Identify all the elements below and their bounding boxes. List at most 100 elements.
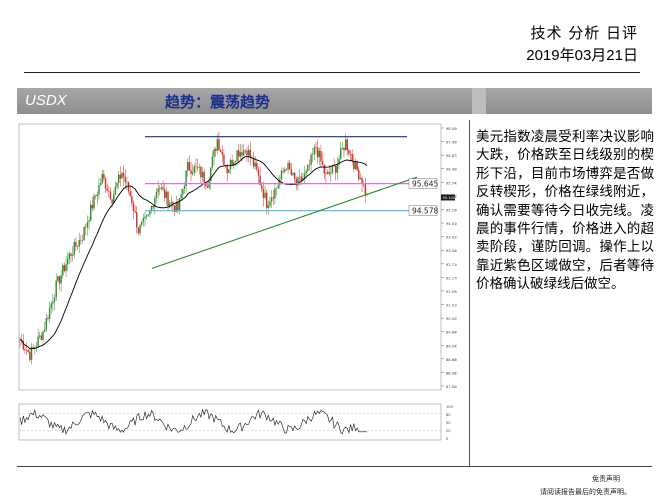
candles [19, 131, 368, 365]
candle-body [101, 173, 103, 184]
y-tick-label: 88.085 [446, 371, 457, 375]
candle-body [180, 194, 182, 199]
candle-body [213, 149, 215, 157]
candle-body [53, 297, 56, 302]
candle-body [359, 177, 362, 180]
candle-body [178, 198, 181, 211]
candle-body [42, 331, 44, 340]
candle-body [349, 153, 352, 155]
purple-price-tag-text: 95.645 [412, 180, 438, 189]
candle-body [124, 176, 126, 183]
candle-body [285, 169, 288, 170]
candle-body [149, 210, 151, 215]
candle-body [339, 148, 342, 160]
candle-body [25, 350, 28, 351]
candle-body [66, 258, 69, 265]
candle-body [313, 147, 316, 155]
candle-body [310, 154, 312, 165]
candle-body [116, 182, 118, 187]
candle-body [134, 210, 136, 213]
candle-body [60, 275, 62, 284]
candle-body [330, 172, 332, 174]
y-tick-label: 95.745 [446, 181, 457, 185]
support-trendline [151, 176, 418, 269]
candle-body [298, 176, 301, 178]
candle-body [162, 187, 164, 190]
candle-body [145, 215, 148, 217]
candle-body [140, 221, 143, 225]
candle-body [344, 139, 347, 151]
oscillator-frame [18, 403, 442, 441]
candle-body [262, 189, 265, 198]
candle-body [228, 169, 230, 174]
candle-body [284, 169, 286, 172]
header-divider [24, 72, 640, 73]
candle-body [187, 162, 189, 171]
candle-body [24, 349, 26, 351]
candle-body [293, 172, 296, 180]
y-tick-label: 91.010 [446, 304, 457, 308]
last-price-text: 95.100 [443, 196, 456, 200]
oscillator-tick-label: 0 [446, 437, 449, 441]
candle-body [147, 214, 149, 216]
y-tick-label: 88.660 [446, 358, 457, 362]
candle-body [175, 202, 177, 212]
candle-body [364, 183, 367, 195]
report-date: 2019年03月21日 [526, 47, 638, 64]
candle-body [159, 188, 161, 190]
candle-body [231, 160, 233, 166]
candle-body [98, 185, 100, 195]
candle-body [168, 203, 171, 207]
candle-body [321, 161, 324, 166]
candle-body [229, 160, 232, 170]
candle-body [211, 156, 214, 168]
disclaimer-note: 请阅读报告最后的免责声明。 [540, 488, 631, 496]
ticker-label: USDX [25, 92, 67, 109]
candle-body [152, 206, 154, 208]
candle-body [154, 198, 156, 208]
footer-divider [17, 466, 652, 467]
candle-body [264, 192, 266, 198]
oscillator-line [19, 408, 367, 435]
candle-body [185, 170, 187, 187]
candle-body [127, 181, 130, 192]
candle-body [188, 162, 191, 171]
candle-body [88, 220, 90, 223]
candle-body [282, 170, 284, 172]
candle-body [200, 167, 202, 178]
y-tick-label: 90.425 [446, 317, 457, 321]
oscillator-tick-label: 20 [446, 429, 451, 433]
y-tick-label: 92.710 [446, 263, 457, 267]
report-title: 技术 分析 日评 [530, 24, 638, 42]
candle-body [361, 177, 363, 184]
candle-body [90, 204, 92, 221]
candle-body [150, 206, 153, 211]
y-tick-label: 96.400 [446, 168, 457, 172]
candle-body [318, 150, 321, 158]
y-tick-label: 91.590 [446, 290, 457, 294]
y-tick-label: 93.340 [446, 249, 457, 253]
candle-body [203, 171, 205, 183]
y-tick-label: 96.875 [446, 154, 457, 158]
candle-body [241, 152, 243, 156]
candle-body [280, 170, 283, 180]
candle-body [277, 185, 279, 189]
candle-body [272, 197, 274, 199]
price-panel: 98.000 97.450 96.875 96.400 95.745 95.645 95.1… [18, 123, 457, 391]
candle-body [29, 351, 31, 360]
candle-body [58, 276, 61, 284]
candle-body [65, 264, 67, 272]
oscillator-panel: 100 80 50 20 0 [18, 403, 454, 441]
candle-body [308, 164, 311, 166]
candle-body [244, 150, 247, 152]
candle-body [40, 335, 43, 340]
candle-body [254, 162, 256, 167]
candle-body [96, 194, 98, 197]
candle-body [274, 188, 276, 199]
candle-body [328, 171, 330, 174]
candle-body [259, 175, 261, 186]
candle-body [63, 265, 66, 272]
candle-body [73, 241, 75, 255]
candle-body [27, 350, 29, 352]
candle-body [279, 179, 281, 186]
